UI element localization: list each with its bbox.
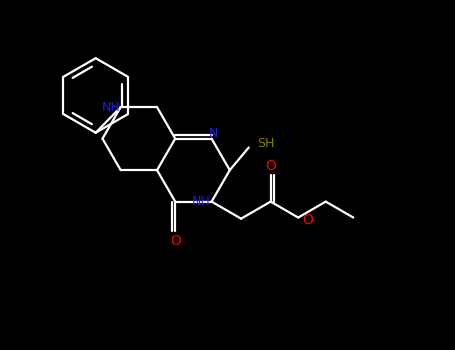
Text: O: O — [170, 234, 181, 248]
Text: O: O — [302, 213, 313, 227]
Text: NH: NH — [101, 101, 120, 114]
Text: NH: NH — [192, 195, 211, 208]
Text: N: N — [209, 127, 218, 140]
Text: SH: SH — [257, 137, 274, 150]
Text: O: O — [265, 159, 276, 173]
